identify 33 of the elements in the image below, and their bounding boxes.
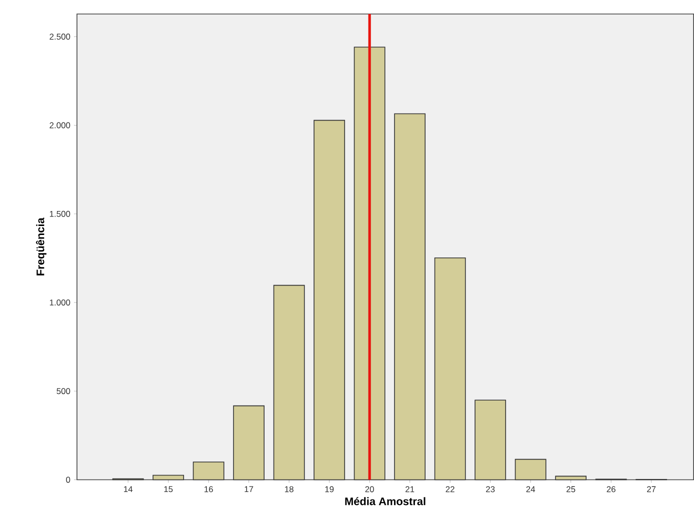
x-tick-label: 20 — [365, 486, 374, 492]
x-tick-label: 25 — [566, 486, 576, 492]
bar — [354, 46, 386, 480]
x-tick-label: 22 — [446, 486, 454, 492]
x-tick-label: 15 — [164, 486, 173, 492]
y-tick-label: 1.000 — [50, 300, 70, 306]
bar — [273, 285, 305, 480]
x-tick-label: 14 — [124, 486, 133, 492]
y-tick-label: 1.500 — [50, 211, 70, 218]
x-tick-label: 16 — [204, 486, 213, 492]
bar — [394, 114, 426, 480]
bar — [514, 459, 546, 480]
bar — [434, 258, 466, 480]
bar — [233, 406, 265, 480]
y-axis-title: Freqüência — [36, 218, 46, 276]
bar — [314, 120, 346, 480]
x-tick-label: 24 — [526, 486, 536, 492]
x-axis-title: Média Amostral — [345, 497, 426, 506]
y-tick-label: 500 — [56, 388, 70, 394]
x-tick-label: 23 — [486, 486, 495, 492]
x-tick-label: 21 — [406, 486, 414, 492]
x-tick-label: 17 — [244, 486, 254, 492]
bar — [474, 400, 506, 480]
bar — [152, 475, 184, 480]
bar — [555, 476, 587, 480]
x-tick-label: 26 — [606, 486, 616, 492]
bar — [192, 462, 224, 480]
x-tick-label: 27 — [647, 486, 656, 492]
x-tick-label: 18 — [285, 486, 294, 492]
y-tick-label: 2.000 — [50, 122, 70, 128]
x-tick-label: 19 — [325, 486, 334, 492]
y-tick-label: 0 — [66, 476, 70, 483]
y-tick-label: 2.500 — [50, 34, 70, 40]
